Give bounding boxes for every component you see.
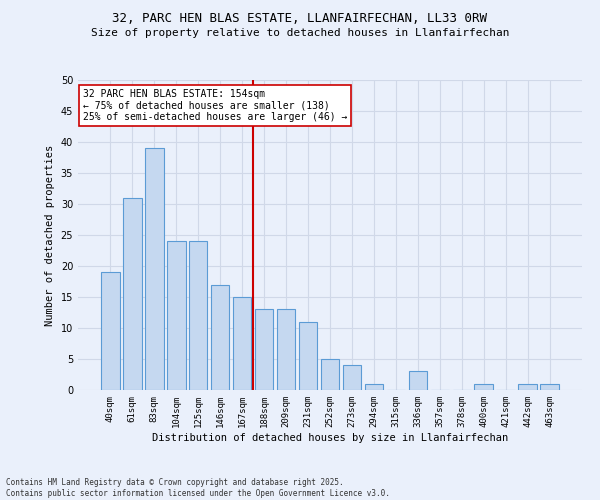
Text: Size of property relative to detached houses in Llanfairfechan: Size of property relative to detached ho… [91, 28, 509, 38]
Bar [365, 384, 383, 390]
Bar [233, 297, 251, 390]
Bar [167, 241, 185, 390]
Bar [123, 198, 142, 390]
Bar [409, 372, 427, 390]
Bar [277, 310, 295, 390]
Bar [255, 310, 274, 390]
Bar [189, 241, 208, 390]
Text: 32 PARC HEN BLAS ESTATE: 154sqm
← 75% of detached houses are smaller (138)
25% o: 32 PARC HEN BLAS ESTATE: 154sqm ← 75% of… [83, 90, 347, 122]
Bar [475, 384, 493, 390]
Text: Contains HM Land Registry data © Crown copyright and database right 2025.
Contai: Contains HM Land Registry data © Crown c… [6, 478, 390, 498]
Bar [211, 284, 229, 390]
Bar [541, 384, 559, 390]
Bar [101, 272, 119, 390]
Bar [145, 148, 164, 390]
Text: 32, PARC HEN BLAS ESTATE, LLANFAIRFECHAN, LL33 0RW: 32, PARC HEN BLAS ESTATE, LLANFAIRFECHAN… [113, 12, 487, 26]
Bar [320, 359, 340, 390]
Bar [343, 365, 361, 390]
Bar [518, 384, 537, 390]
Y-axis label: Number of detached properties: Number of detached properties [45, 144, 55, 326]
X-axis label: Distribution of detached houses by size in Llanfairfechan: Distribution of detached houses by size … [152, 432, 508, 442]
Bar [299, 322, 317, 390]
